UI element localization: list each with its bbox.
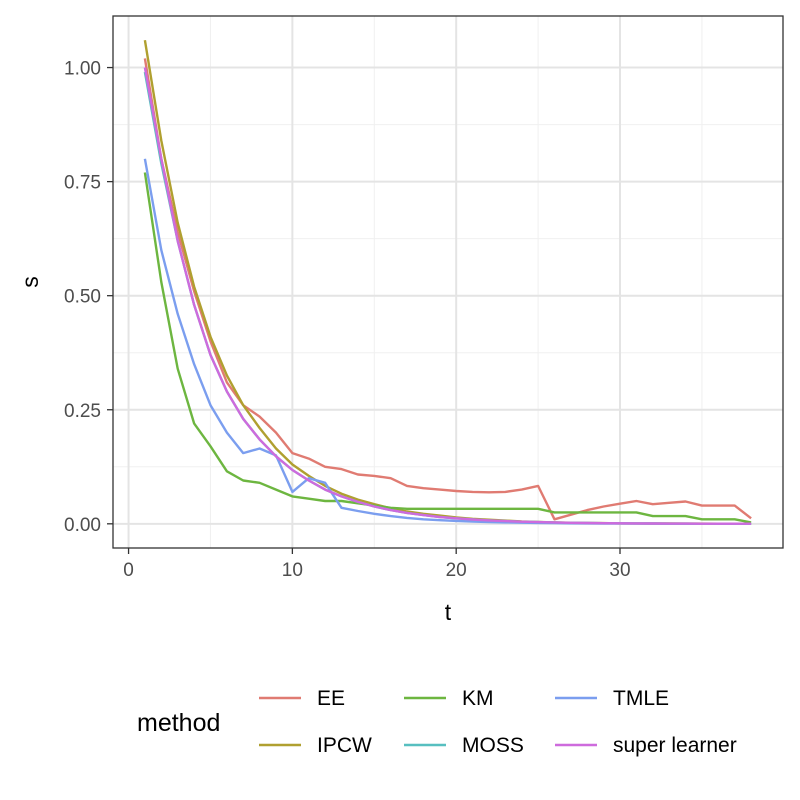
x-axis-title: t	[445, 599, 452, 625]
series-line-super-learner	[143, 67, 752, 525]
x-tick-label: 10	[282, 560, 303, 581]
y-axis: 0.00 0.25 0.50 0.75 1.00	[64, 59, 113, 536]
y-tick-label: 1.00	[64, 59, 101, 80]
legend-label-tmle: TMLE	[613, 687, 669, 710]
legend-label-ee: EE	[317, 687, 345, 710]
legend: method EE KM TMLE IPCW MOSS super learner	[137, 687, 737, 757]
series-line-km	[143, 172, 752, 524]
y-tick-label: 0.50	[64, 287, 101, 308]
x-tick-label: 0	[123, 560, 134, 581]
x-axis: 0 10 20 30	[123, 548, 631, 581]
legend-label-km: KM	[462, 687, 494, 710]
y-tick-label: 0.00	[64, 515, 101, 536]
y-tick-label: 0.25	[64, 401, 101, 422]
plot-panel	[113, 16, 783, 548]
x-tick-label: 30	[609, 560, 630, 581]
legend-label-super-learner: super learner	[613, 734, 737, 757]
x-tick-label: 20	[446, 560, 467, 581]
legend-label-ipcw: IPCW	[317, 734, 372, 757]
legend-label-moss: MOSS	[462, 734, 524, 757]
y-tick-label: 0.75	[64, 173, 101, 194]
legend-title: method	[137, 709, 220, 737]
y-axis-title: s	[17, 276, 43, 288]
series-lines	[143, 40, 752, 525]
plot-panel-border	[112, 15, 784, 549]
